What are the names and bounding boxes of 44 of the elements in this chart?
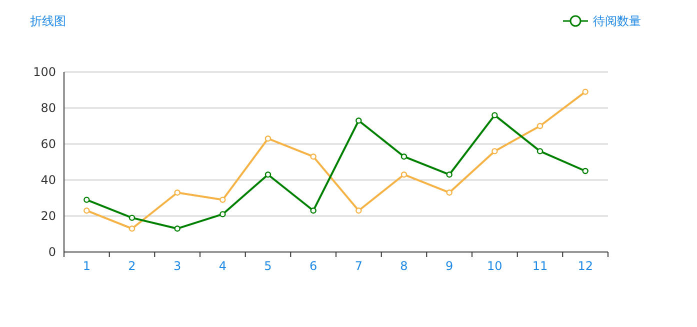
x-tick-label: 6 — [310, 259, 318, 273]
point — [310, 208, 316, 214]
x-tick-label: 5 — [264, 259, 272, 273]
point — [128, 214, 136, 221]
point — [536, 122, 544, 130]
point — [84, 196, 90, 203]
x-tick-label: 11 — [532, 259, 548, 273]
y-tick-label: 0 — [48, 245, 56, 259]
y-tick-label: 100 — [33, 65, 56, 79]
point — [446, 172, 452, 178]
x-tick-label: 7 — [354, 259, 362, 273]
point — [220, 196, 226, 203]
point — [84, 208, 90, 214]
point — [220, 211, 226, 218]
point — [264, 136, 272, 142]
point — [264, 172, 272, 178]
y-tick-label: 80 — [40, 101, 56, 115]
x-tick-label: 9 — [446, 259, 454, 273]
point — [174, 190, 180, 196]
point — [492, 112, 498, 118]
y-tick-label: 60 — [40, 137, 56, 151]
point — [400, 154, 408, 160]
point — [582, 88, 588, 95]
x-tick-label: 10 — [487, 259, 502, 273]
point — [536, 148, 544, 154]
x-tick-label: 12 — [578, 259, 593, 273]
point — [492, 148, 498, 154]
point — [356, 118, 362, 124]
x-tick-label: 8 — [400, 259, 408, 273]
point — [582, 168, 588, 174]
point — [310, 154, 316, 160]
chart-title: 折线图 — [30, 14, 66, 28]
y-tick-label: 20 — [40, 209, 56, 223]
legend-label: 待阅数量 — [593, 14, 641, 28]
y-tick-label: 40 — [40, 173, 56, 187]
point — [446, 190, 452, 196]
x-tick-label: 2 — [128, 259, 136, 273]
point — [400, 172, 408, 178]
x-tick-label: 4 — [218, 259, 226, 273]
point — [174, 226, 180, 232]
x-tick-label: 3 — [174, 259, 182, 273]
x-tick-label: 1 — [82, 259, 90, 273]
point — [128, 226, 136, 232]
point — [356, 208, 362, 214]
